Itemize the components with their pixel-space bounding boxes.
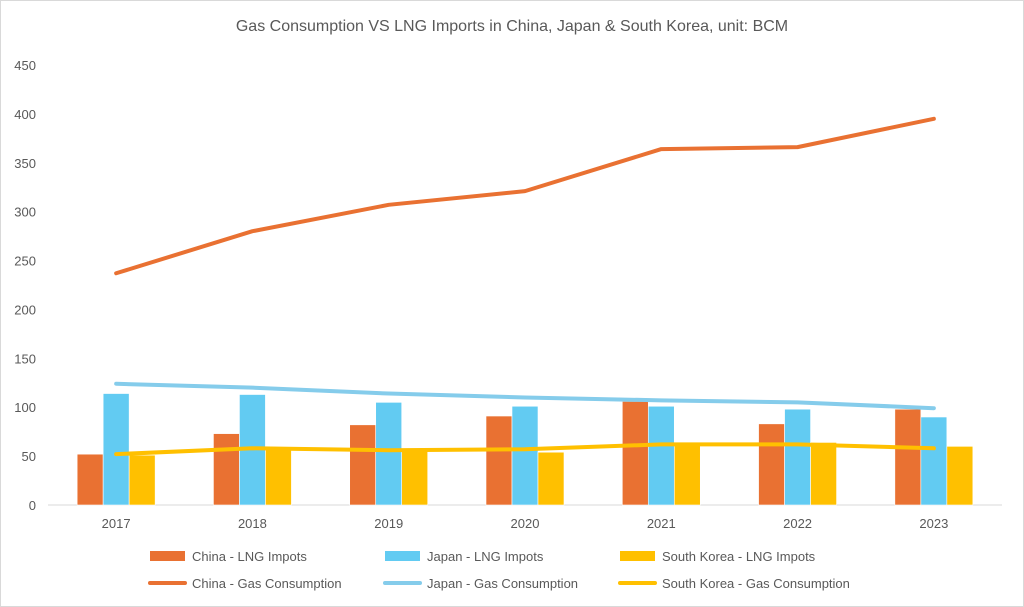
bar-south-korea-lng-impots xyxy=(128,454,156,506)
bar-south-korea-lng-impots xyxy=(537,451,565,506)
y-tick-label: 450 xyxy=(14,58,36,73)
y-tick-label: 400 xyxy=(14,107,36,122)
bar-japan-lng-impots xyxy=(647,405,675,506)
legend-label: Japan - Gas Consumption xyxy=(427,576,578,591)
bar-japan-lng-impots xyxy=(511,405,539,506)
legend-label: Japan - LNG Impots xyxy=(427,549,544,564)
legend-swatch xyxy=(385,551,420,561)
legend-label: South Korea - LNG Impots xyxy=(662,549,816,564)
line-china-gas-consumption xyxy=(114,116,936,276)
bar-china-lng-impots xyxy=(76,453,104,506)
y-tick-label: 250 xyxy=(14,254,36,269)
x-tick-label: 2020 xyxy=(511,516,540,531)
bar-japan-lng-impots xyxy=(784,408,811,506)
bar-japan-lng-impots xyxy=(375,402,403,506)
x-tick-label: 2021 xyxy=(647,516,676,531)
line-japan-gas-consumption xyxy=(114,381,936,411)
bar-china-lng-impots xyxy=(758,423,785,506)
y-tick-label: 300 xyxy=(14,205,36,220)
bar-south-korea-lng-impots xyxy=(946,446,974,506)
y-tick-label: 100 xyxy=(14,400,36,415)
bar-south-korea-lng-impots xyxy=(673,445,701,506)
bar-china-lng-impots xyxy=(349,424,377,506)
chart-title: Gas Consumption VS LNG Imports in China,… xyxy=(235,18,789,35)
y-tick-label: 150 xyxy=(14,351,36,366)
bar-china-lng-impots xyxy=(894,408,922,506)
legend-label: China - LNG Impots xyxy=(192,549,307,564)
bar-south-korea-lng-impots xyxy=(401,448,429,506)
y-tick-label: 200 xyxy=(14,302,36,317)
legend-swatch xyxy=(620,551,655,561)
x-tick-label: 2023 xyxy=(919,516,948,531)
bar-china-lng-impots xyxy=(485,415,513,506)
legend-label: South Korea - Gas Consumption xyxy=(662,576,850,591)
x-tick-label: 2019 xyxy=(374,516,403,531)
line-south-korea-gas-consumption xyxy=(114,442,936,457)
legend-label: China - Gas Consumption xyxy=(192,576,342,591)
bar-china-lng-impots xyxy=(213,433,240,506)
x-tick-label: 2017 xyxy=(102,516,131,531)
legend-swatch xyxy=(150,551,185,561)
y-tick-label: 0 xyxy=(29,498,36,513)
x-tick-label: 2018 xyxy=(238,516,267,531)
bar-south-korea-lng-impots xyxy=(810,442,837,506)
y-tick-label: 350 xyxy=(14,156,36,171)
y-tick-label: 50 xyxy=(22,449,36,464)
bar-japan-lng-impots xyxy=(920,416,948,506)
bar-china-lng-impots xyxy=(621,401,649,506)
bar-japan-lng-impots xyxy=(102,393,130,506)
bar-south-korea-lng-impots xyxy=(265,447,292,506)
x-tick-label: 2022 xyxy=(783,516,812,531)
